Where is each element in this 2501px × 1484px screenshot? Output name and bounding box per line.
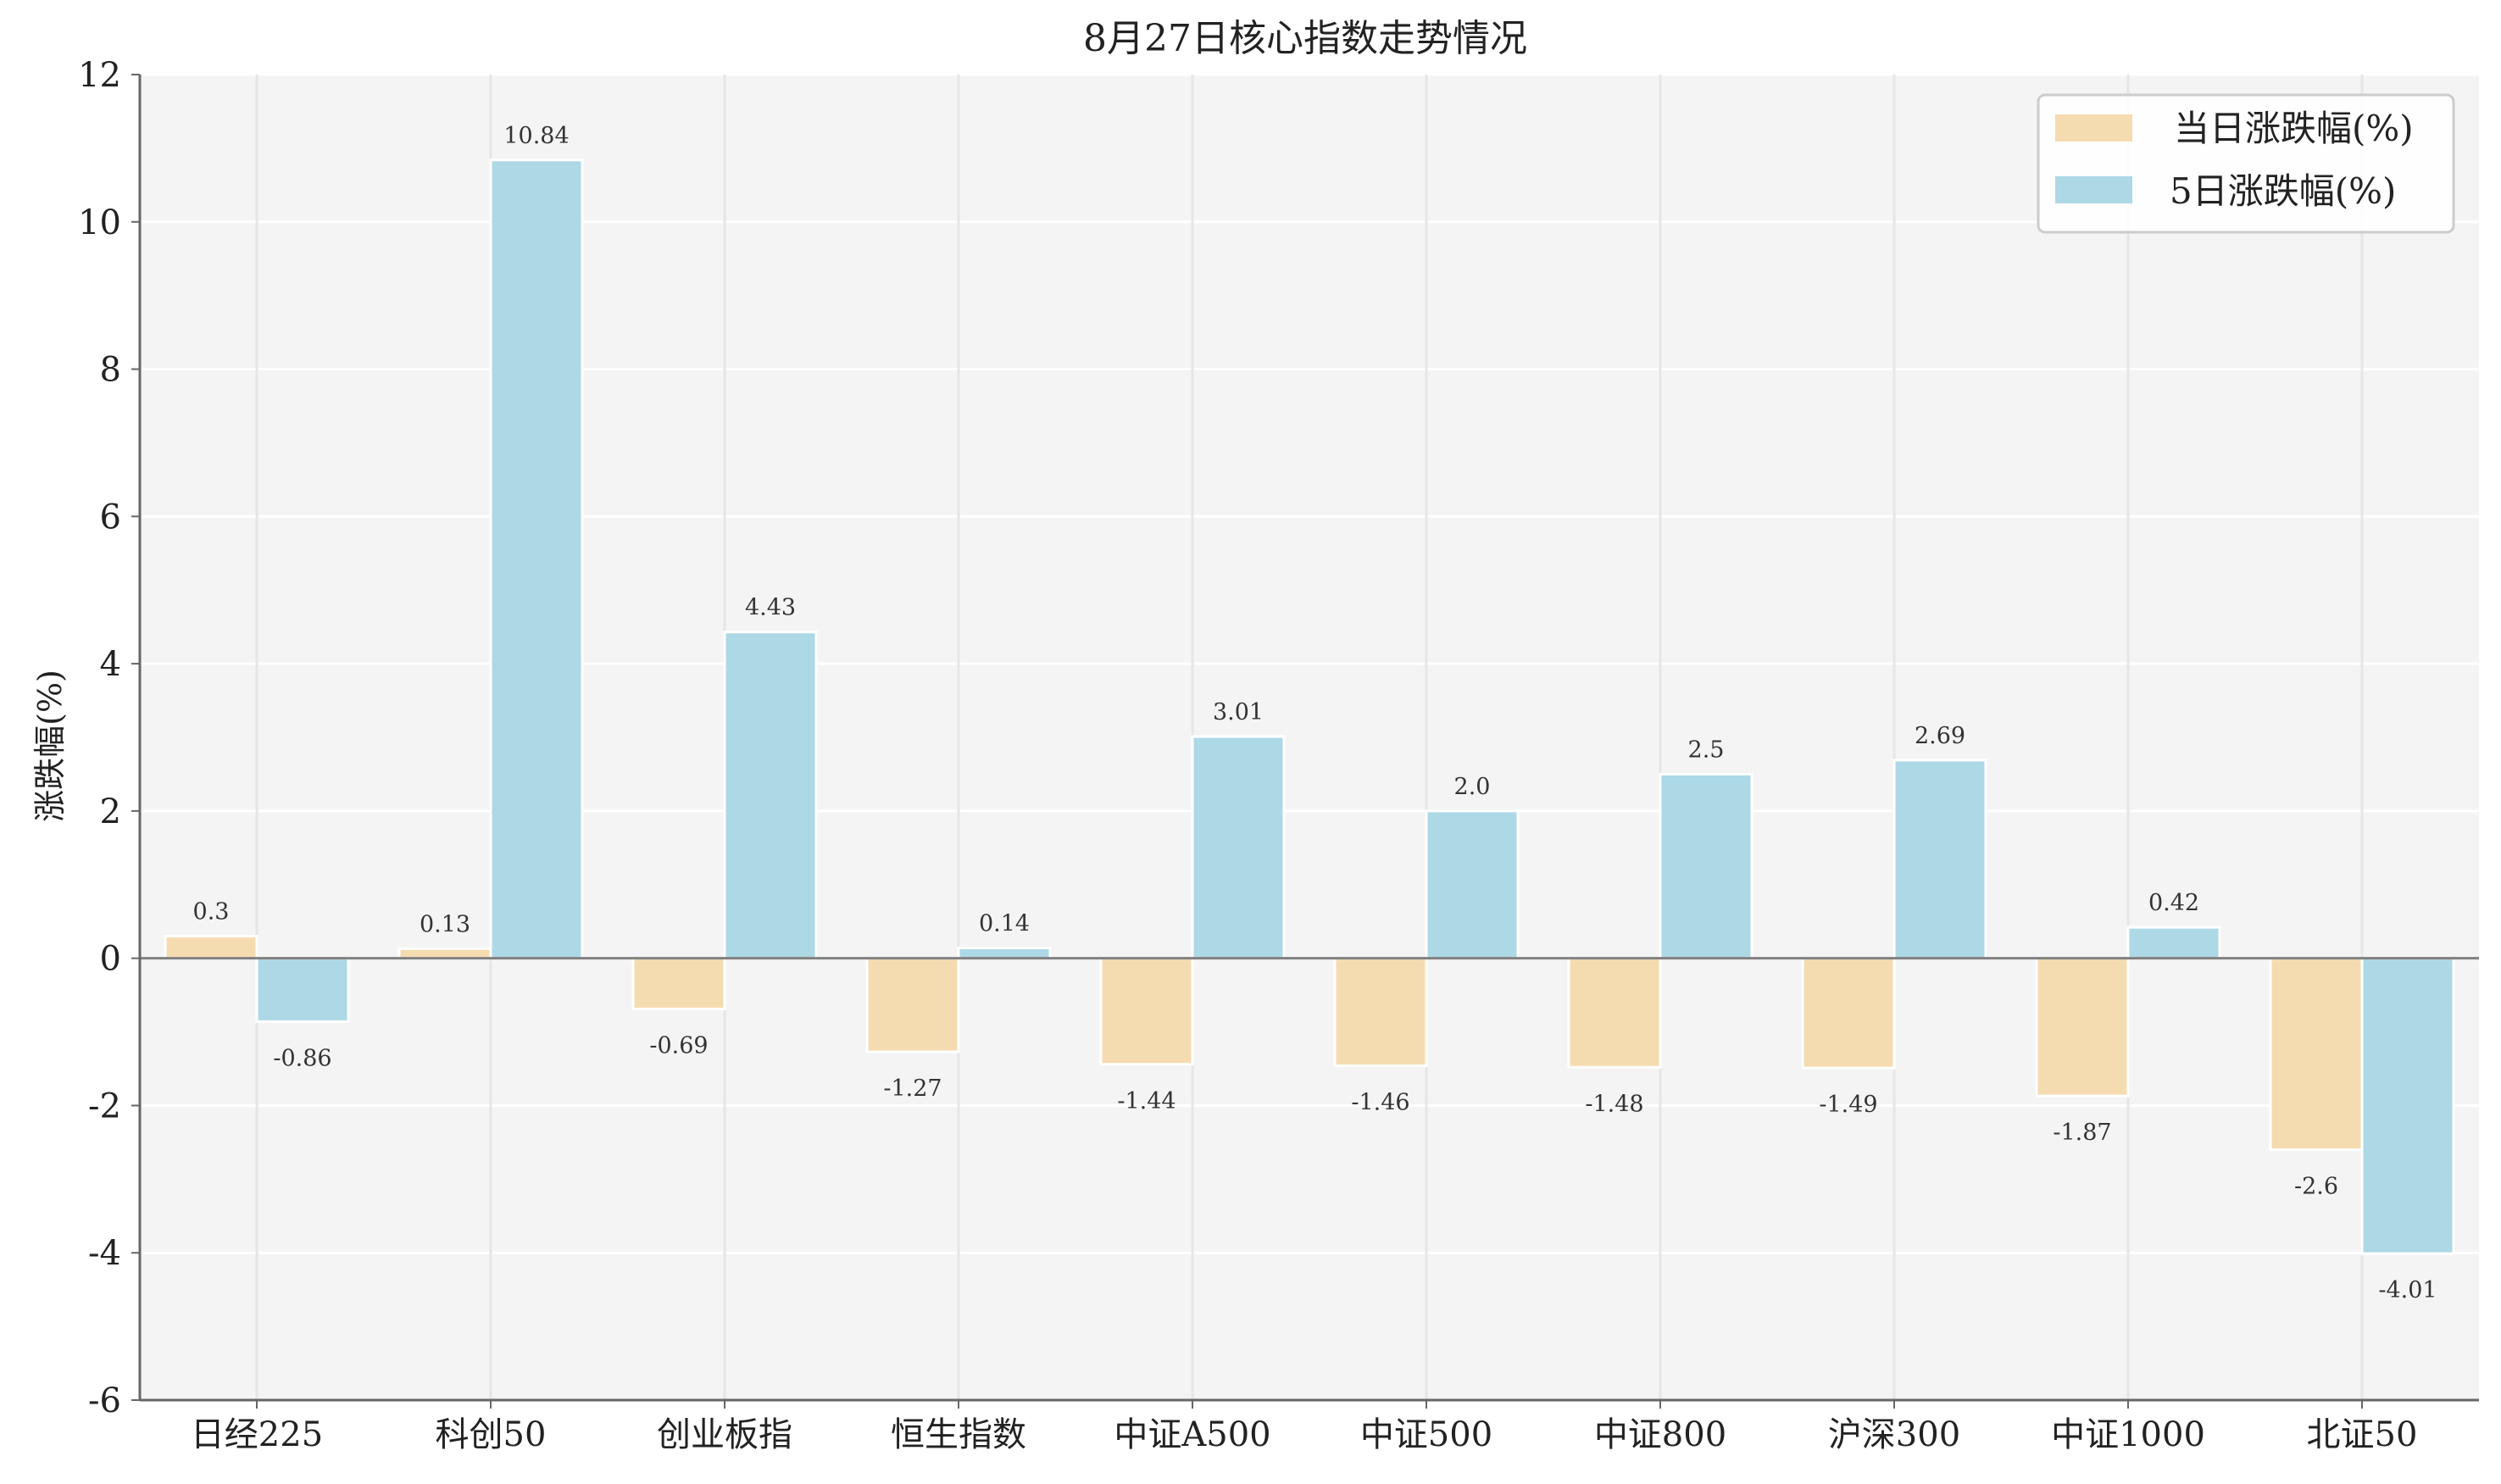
y-tick-label: 2 (100, 792, 121, 831)
data-label-daily: -1.87 (2053, 1120, 2111, 1146)
chart-title: 8月27日核心指数走势情况 (1083, 17, 1527, 60)
data-label-5day: -4.01 (2378, 1277, 2437, 1303)
data-label-daily: -1.27 (883, 1075, 942, 1102)
y-tick-label: -2 (88, 1087, 121, 1126)
bar-5day (957, 947, 1052, 960)
bar-daily (2269, 957, 2364, 1152)
bar-5day (1659, 772, 1753, 960)
legend: 当日涨跌幅(%) 5日涨跌幅(%) (2037, 93, 2455, 234)
axes: -6 -4 -2 0 2 4 6 8 10 12 日经225 科创50 创业板指 恒生指数 中证A500 中证… (78, 56, 2479, 1454)
bar-daily (2035, 957, 2130, 1098)
data-label-daily: -1.44 (1117, 1088, 1175, 1114)
x-tick-label: 北证50 (2307, 1415, 2418, 1454)
bar-daily (631, 957, 726, 1011)
bar-daily (865, 957, 960, 1053)
bar-5day (255, 957, 350, 1023)
bar-5day (2360, 957, 2455, 1255)
data-label-daily: 0.3 (193, 899, 230, 925)
bars (164, 158, 2455, 1255)
bar-5day (1892, 759, 1987, 960)
y-tick-label: 12 (78, 56, 121, 95)
data-label-daily: -1.46 (1351, 1090, 1409, 1116)
x-tick-label: 创业板指 (657, 1415, 792, 1454)
x-tick-label: 中证500 (1360, 1415, 1492, 1454)
y-axis-label: 涨跌幅(%) (31, 670, 69, 822)
bar-5day (2126, 925, 2221, 960)
y-tick-label: 8 (100, 351, 121, 390)
data-label-daily: -1.48 (1585, 1091, 1643, 1117)
bar-daily (397, 947, 492, 960)
y-tick-label: 10 (78, 203, 121, 242)
data-label-5day: 3.01 (1213, 699, 1264, 725)
y-tick-label: -4 (88, 1234, 121, 1273)
bar-daily (1333, 957, 1428, 1068)
x-tick-label: 中证A500 (1114, 1415, 1270, 1454)
y-tick-label: 0 (100, 940, 121, 979)
legend-swatch-5day (2055, 176, 2132, 203)
y-tick-label: 4 (100, 645, 121, 684)
x-tick-label: 中证800 (1594, 1415, 1726, 1454)
bar-5day (1191, 735, 1286, 960)
legend-frame (2037, 93, 2455, 234)
bar-daily (164, 935, 258, 960)
y-tick-label: -6 (88, 1381, 121, 1420)
bar-daily (1567, 957, 1662, 1069)
bar-5day (1425, 809, 1520, 960)
legend-swatch-daily (2055, 114, 2132, 142)
legend-label-5day: 5日涨跌幅(%) (2170, 170, 2396, 212)
data-labels: 0.3 0.13 -0.69 -1.27 -1.44 -1.46 -1.48 -1.49 -1.… (193, 123, 2437, 1303)
bar-daily (1099, 957, 1194, 1066)
x-tick-label: 恒生指数 (891, 1415, 1026, 1454)
x-tick-label: 日经225 (191, 1415, 323, 1454)
x-tick-label: 沪深300 (1828, 1415, 1960, 1454)
data-label-daily: -2.6 (2294, 1174, 2338, 1200)
data-label-daily: -0.69 (649, 1033, 708, 1059)
data-label-5day: 2.5 (1688, 736, 1725, 763)
x-tick-label: 中证1000 (2051, 1415, 2205, 1454)
bar-5day (489, 158, 584, 960)
data-label-daily: -1.49 (1819, 1092, 1877, 1118)
data-label-5day: 0.14 (979, 911, 1030, 937)
data-label-5day: 0.42 (2148, 890, 2199, 916)
data-label-daily: 0.13 (420, 911, 470, 937)
legend-label-daily: 当日涨跌幅(%) (2174, 108, 2414, 149)
data-label-5day: -0.86 (273, 1045, 331, 1071)
x-tick-label: 科创50 (436, 1415, 547, 1454)
bar-5day (723, 631, 818, 960)
data-label-5day: 2.69 (1915, 723, 1965, 749)
data-label-5day: 2.0 (1454, 774, 1491, 800)
bar-daily (1801, 957, 1896, 1070)
data-label-5day: 4.43 (745, 595, 796, 621)
data-label-5day: 10.84 (503, 123, 569, 149)
y-tick-label: 6 (100, 497, 121, 536)
